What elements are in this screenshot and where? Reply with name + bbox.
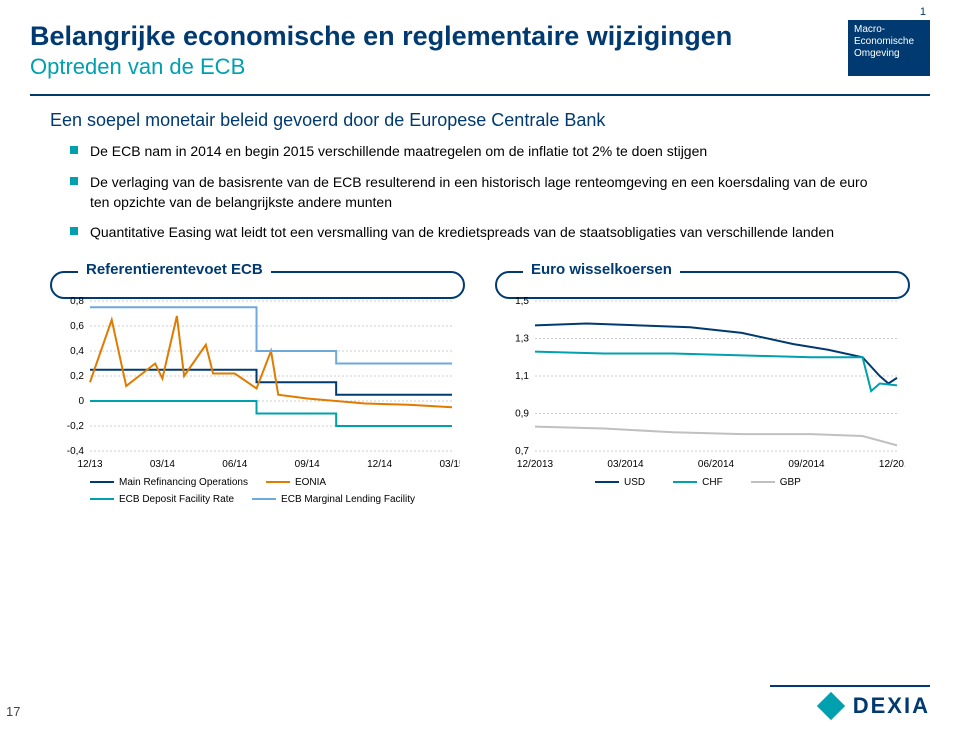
svg-text:1,1: 1,1	[515, 371, 529, 382]
svg-text:12/14: 12/14	[367, 459, 392, 470]
svg-text:03/15: 03/15	[439, 459, 460, 470]
legend-swatch	[266, 481, 290, 483]
legend-item: ECB Marginal Lending Facility	[252, 494, 415, 505]
svg-text:1,3: 1,3	[515, 333, 529, 344]
logo-text: DEXIA	[853, 693, 930, 719]
bullet-text: De ECB nam in 2014 en begin 2015 verschi…	[90, 141, 707, 161]
legend-label: GBP	[780, 477, 801, 488]
legend-swatch	[90, 498, 114, 500]
legend-item: EONIA	[266, 477, 326, 488]
svg-text:0: 0	[78, 396, 84, 407]
slide-subtitle: Optreden van de ECB	[30, 54, 930, 80]
bullet-text: Quantitative Easing wat leidt tot een ve…	[90, 222, 834, 242]
legend-swatch	[751, 481, 775, 483]
chart-legend: USD CHF GBP	[595, 477, 910, 488]
bullet-item: Quantitative Easing wat leidt tot een ve…	[70, 222, 890, 242]
legend-item: Main Refinancing Operations	[90, 477, 248, 488]
svg-text:0,4: 0,4	[70, 346, 84, 357]
svg-text:06/14: 06/14	[222, 459, 247, 470]
bullet-text: De verlaging van de basisrente van de EC…	[90, 172, 890, 213]
svg-text:09/2014: 09/2014	[788, 459, 825, 470]
legend-item: USD	[595, 477, 645, 488]
legend-label: ECB Deposit Facility Rate	[119, 494, 234, 505]
badge-text: Macro-Economische Omgeving	[854, 24, 914, 59]
legend-label: Main Refinancing Operations	[119, 477, 248, 488]
svg-text:-0,4: -0,4	[67, 446, 85, 457]
legend-item: CHF	[673, 477, 723, 488]
slide-title: Belangrijke economische en reglementaire…	[30, 20, 930, 52]
bullet-icon	[70, 227, 78, 235]
legend-swatch	[673, 481, 697, 483]
svg-text:0,9: 0,9	[515, 408, 529, 419]
legend-item: GBP	[751, 477, 801, 488]
bullet-list: De ECB nam in 2014 en begin 2015 verschi…	[70, 141, 890, 242]
chart-svg: 1,5 1,3 1,1 0,9 0,7 12/2013 03/2014 06/2014 09/2…	[495, 293, 905, 473]
bullet-item: De verlaging van de basisrente van de EC…	[70, 172, 890, 213]
charts-row: Referentierentevoet ECB 0,80,60,40,20-0,…	[50, 271, 910, 505]
chart-title: Euro wisselkoersen	[523, 261, 680, 278]
badge-number: 1	[920, 6, 926, 19]
legend-label: EONIA	[295, 477, 326, 488]
chart-ecb-rates: Referentierentevoet ECB 0,80,60,40,20-0,…	[50, 271, 465, 505]
svg-text:0,6: 0,6	[70, 321, 84, 332]
chart-euro-fx: Euro wisselkoersen 1,51,31,10,90,712/201…	[495, 271, 910, 505]
svg-text:1,5: 1,5	[515, 296, 529, 307]
svg-text:12/2013: 12/2013	[517, 459, 554, 470]
legend-swatch	[252, 498, 276, 500]
logo-icon	[817, 692, 845, 720]
bullet-item: De ECB nam in 2014 en begin 2015 verschi…	[70, 141, 890, 161]
intro-text: Een soepel monetair beleid gevoerd door …	[50, 110, 910, 131]
header-rule	[30, 94, 930, 96]
legend-swatch	[595, 481, 619, 483]
section-badge: 1 Macro-Economische Omgeving	[848, 20, 930, 76]
chart-legend: Main Refinancing Operations EONIA ECB De…	[90, 477, 465, 505]
page-number: 17	[6, 704, 20, 719]
brand-logo: DEXIA	[770, 685, 930, 719]
svg-text:03/14: 03/14	[150, 459, 175, 470]
svg-text:12/2014: 12/2014	[879, 459, 905, 470]
legend-item: ECB Deposit Facility Rate	[90, 494, 234, 505]
bullet-icon	[70, 146, 78, 154]
svg-text:-0,2: -0,2	[67, 421, 85, 432]
legend-label: USD	[624, 477, 645, 488]
svg-text:12/13: 12/13	[77, 459, 102, 470]
svg-text:0,7: 0,7	[515, 446, 529, 457]
chart-svg: 0,8 0,6 0,4 0,2 0 -0,2 -0,4 12/13 03/14 06/14 09/1…	[50, 293, 460, 473]
svg-text:0,8: 0,8	[70, 296, 84, 307]
svg-text:06/2014: 06/2014	[698, 459, 735, 470]
chart-title: Referentierentevoet ECB	[78, 261, 271, 278]
svg-text:03/2014: 03/2014	[607, 459, 644, 470]
legend-label: ECB Marginal Lending Facility	[281, 494, 415, 505]
legend-label: CHF	[702, 477, 723, 488]
legend-swatch	[90, 481, 114, 483]
svg-text:0,2: 0,2	[70, 371, 84, 382]
slide-header: Belangrijke economische en reglementaire…	[0, 0, 960, 88]
svg-text:09/14: 09/14	[295, 459, 320, 470]
bullet-icon	[70, 177, 78, 185]
